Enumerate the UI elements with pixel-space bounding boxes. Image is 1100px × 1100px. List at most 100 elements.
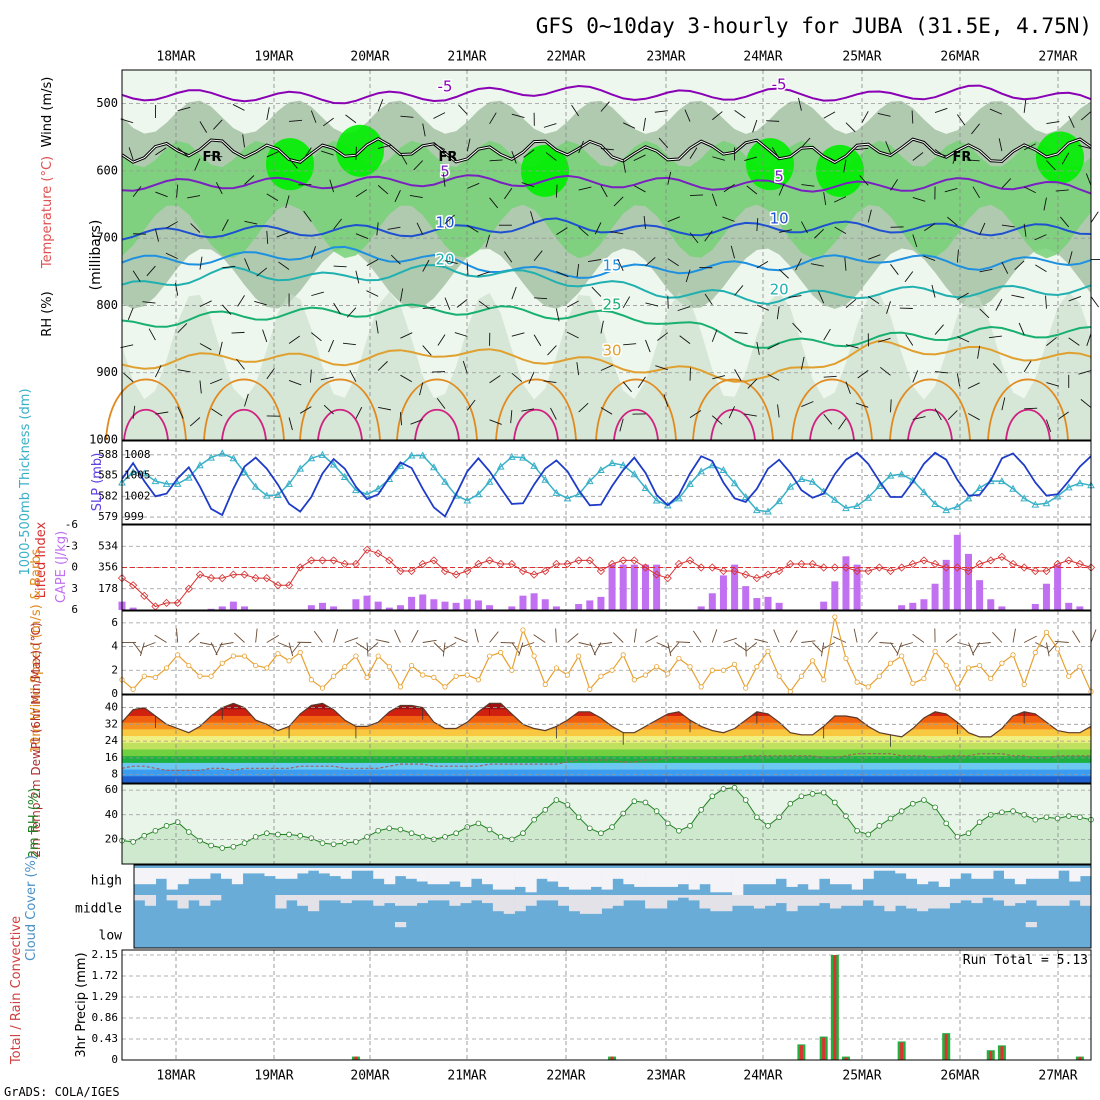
li-tick: 6 [71,603,78,616]
wind-barb [555,184,558,198]
rh-point [664,820,671,827]
wind-barb [823,328,831,341]
precip-tick: 2.15 [92,948,119,961]
wind-barb [676,641,691,643]
wind-barb [355,642,368,651]
cloud-clear-cell [960,868,972,874]
thickness-point [1042,499,1051,507]
temp-band [122,728,1091,737]
li-axis-label: Lifted Index [34,521,49,598]
cloud-clear-cell [503,868,515,890]
rh-axis-label: 2m RH (%) [27,788,42,859]
wind-barb [155,365,162,378]
wind-barb [1023,186,1036,194]
rh-point [731,784,738,791]
rh-point [832,799,838,806]
cloud-clear-cell [819,895,831,904]
wind-barb [366,259,379,267]
thickness-point [864,493,873,501]
wind-speed-point [186,662,192,669]
li-point [730,566,739,576]
wind-barb [211,408,223,417]
wind-barb [578,226,589,237]
li-point [708,563,717,572]
wind-speed-point [163,665,170,671]
wind-barb [378,406,392,411]
wind-barb [377,185,389,195]
wind-barb [845,298,857,308]
wind-barb [868,254,881,260]
wind-barb [998,138,1003,152]
wind-barb [142,301,156,304]
wind-barb [458,104,468,115]
rh-shade-core [746,138,794,191]
precip-convective-bar [944,1034,948,1060]
wind-speed-point [319,685,326,691]
rh2m-panel: 60 40 20 2m RH (%) [27,783,1094,865]
wind-barb [394,629,401,643]
wind-barb [155,147,167,156]
wind-barb [845,381,851,395]
wind-barb [912,197,926,202]
cape-bar [363,595,371,610]
wind-speed-point [899,653,905,659]
cape-bar [519,595,527,610]
wind-barb [867,631,878,643]
slp-tick: 1002 [124,489,151,502]
cloud-clear-cell [199,868,211,879]
isotherm-label: 10 [435,213,454,231]
wind-barb [366,290,379,297]
precip-panel: 2.15 1.72 1.29 0.86 0.43 0 Run Total = 5.13 3hr… [9,916,1092,1066]
panel-frame [121,524,1092,611]
wind-barb [376,222,379,236]
wind-barb [1035,642,1049,650]
wind-barb [454,636,468,643]
wind-speed-point [1021,681,1027,688]
wind-barb [578,140,584,154]
cloud-clear-cell [558,868,570,887]
cloud-clear-cell [275,868,287,879]
wind-barb [935,371,949,374]
wind-barb [262,329,268,343]
cloud-clear-cell [993,895,1005,901]
wind-speed-point [954,685,960,691]
cloud-clear-cell [1036,895,1048,906]
wind-barb [1023,635,1037,643]
wind-barb [355,406,363,419]
wind-barb [622,296,631,309]
wind-barb [288,335,300,344]
li-point [741,570,750,579]
wind-barb [288,417,293,431]
cloud-clear-cell [221,868,233,879]
wind-barb [244,258,251,271]
wind-barb [504,187,513,200]
rh-point [486,826,493,833]
rh-point [553,797,560,803]
cloud-cover-panel: high middle low Cloud Cover (%) [24,855,1092,961]
li-point [162,598,171,608]
wind-barb [199,380,202,394]
wind-axis-label: 10m Wind Speed (m/s) & Barbs [29,548,44,753]
wind-barb [600,101,610,112]
thickness-point [173,479,182,487]
cloud-clear-cell [645,895,657,909]
temp-band [122,775,1091,783]
wind-barb [366,642,369,657]
wind-barb [177,406,184,419]
cloud-clear-cell [362,895,374,901]
thickness-point [998,477,1006,485]
wind-barb [1035,264,1047,272]
wind-barb [142,642,156,648]
wind-barb [952,151,958,164]
wind-barb [120,344,134,349]
rh-point [141,832,148,839]
wind-barb [767,342,780,350]
wind-barb [1090,629,1097,643]
wind-barb [511,642,521,655]
wind-barb [530,211,535,224]
isotherm-label: 10 [770,209,789,227]
isotherm-label: 20 [435,250,454,268]
cloud-clear-cell [862,895,874,901]
wind-barb [712,156,725,161]
wind-barb [899,642,913,648]
